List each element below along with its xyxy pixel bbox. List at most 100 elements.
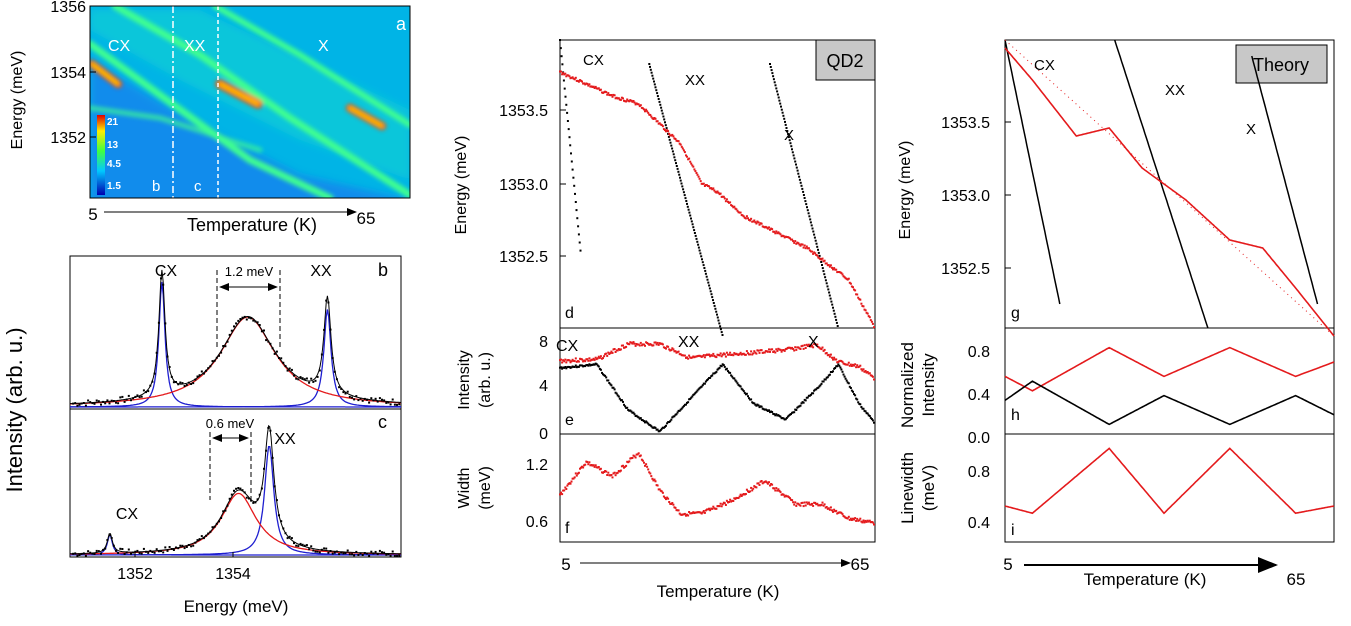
intensity-point-red: [629, 341, 632, 344]
c-data-point: [396, 555, 398, 558]
intensity-point-black: [575, 366, 578, 369]
intensity-point-red: [581, 358, 583, 361]
intensity-point-black: [795, 409, 798, 411]
intensity-point-black: [779, 415, 782, 418]
intensity-point-red: [802, 347, 805, 350]
intensity-point-black: [804, 399, 807, 402]
intensity-point-black: [796, 406, 799, 409]
peak-label-xx: XX: [274, 431, 296, 448]
intensity-point-red: [612, 348, 615, 351]
line-point-xx: [697, 243, 700, 246]
intensity-point-black: [817, 386, 820, 389]
line-point-x: [830, 300, 833, 303]
intensity-point-red: [814, 343, 817, 345]
intensity-point-red: [618, 348, 621, 351]
intensity-point-red: [860, 368, 863, 371]
peak-energy-point: [575, 79, 578, 82]
intensity-point-red: [637, 343, 640, 346]
intensity-point-black: [755, 404, 758, 407]
y-axis-label: Width: [456, 468, 473, 509]
intensity-point-black: [644, 421, 646, 424]
peak-energy-point: [758, 223, 761, 226]
intensity-point-red: [855, 366, 858, 369]
y-tick-label: 0.4: [968, 387, 990, 404]
line-point-xx: [662, 115, 665, 118]
line-point-xx: [678, 173, 681, 176]
width-point: [719, 502, 722, 505]
b-data-point: [346, 390, 349, 393]
intensity-point-red: [764, 350, 767, 353]
intensity-point-black: [800, 402, 803, 405]
width-point: [834, 510, 837, 513]
intensity-point-red: [803, 344, 806, 347]
peak-energy-point: [798, 243, 801, 246]
intensity-point-black: [733, 377, 736, 380]
b-data-point: [147, 390, 150, 393]
line-point-cx: [574, 201, 577, 203]
intensity-point-black: [762, 408, 765, 411]
intensity-point-black: [785, 417, 788, 419]
intensity-point-red: [769, 350, 771, 353]
width-point: [825, 506, 828, 508]
width-point: [867, 520, 870, 523]
intensity-point-black: [856, 398, 859, 401]
intensity-point-red: [854, 363, 857, 366]
line-point-x: [779, 102, 782, 105]
line-point-xx: [671, 150, 674, 153]
intensity-point-red: [588, 357, 591, 360]
peak-energy-point: [597, 87, 600, 90]
peak-energy-point: [616, 97, 619, 100]
peak-energy-point: [633, 101, 636, 104]
intensity-point-red: [725, 351, 728, 354]
b-data-point: [271, 347, 274, 350]
c-data-point: [97, 550, 100, 553]
b-data-point: [299, 376, 302, 379]
peak-energy-point: [823, 259, 826, 262]
c-data-point: [91, 552, 94, 555]
line-point-xx: [708, 284, 711, 287]
intensity-point-red: [561, 361, 564, 364]
line-point-xx: [671, 147, 674, 150]
line-point-x: [824, 279, 827, 282]
c-data-point: [130, 552, 132, 555]
intensity-point-red: [595, 358, 598, 361]
width-point: [836, 512, 839, 515]
intensity-point-red: [712, 352, 715, 355]
width-point: [752, 487, 755, 490]
line-point-xx: [669, 141, 672, 144]
peak-energy-point: [591, 86, 594, 88]
width-point: [651, 477, 654, 480]
line-point-xx: [686, 205, 689, 208]
width-point: [634, 456, 637, 459]
b-data-point: [295, 377, 298, 380]
peak-label-cx: CX: [155, 263, 178, 280]
intensity-point-black: [563, 366, 566, 369]
width-point: [708, 507, 711, 510]
width-point: [835, 509, 838, 512]
line-label-xx: XX: [184, 38, 206, 55]
b-data-point: [218, 354, 220, 357]
width-point: [629, 457, 632, 460]
c-data-point: [366, 552, 368, 555]
intensity-point-red: [836, 361, 839, 364]
c-data-point: [320, 548, 323, 551]
peak-energy-point: [618, 98, 621, 101]
b-data-point: [196, 375, 199, 378]
peak-energy-point: [563, 73, 566, 76]
peak-energy-point: [747, 217, 749, 220]
y-axis-label: (meV): [477, 466, 494, 510]
width-point: [646, 465, 649, 468]
line-label-x: X: [808, 334, 819, 351]
intensity-point-black: [739, 385, 742, 388]
qd2-label: QD2: [826, 51, 863, 71]
intensity-point-black: [799, 404, 802, 407]
intensity-point-red: [603, 355, 606, 358]
peak-energy-point: [800, 243, 803, 246]
peak-energy-point: [737, 211, 740, 214]
width-point: [577, 471, 580, 474]
peak-energy-point: [584, 83, 587, 86]
intensity-point-red: [801, 344, 804, 347]
c-data-point: [312, 549, 315, 552]
intensity-point-red: [760, 349, 763, 352]
line-point-xx: [720, 331, 723, 334]
